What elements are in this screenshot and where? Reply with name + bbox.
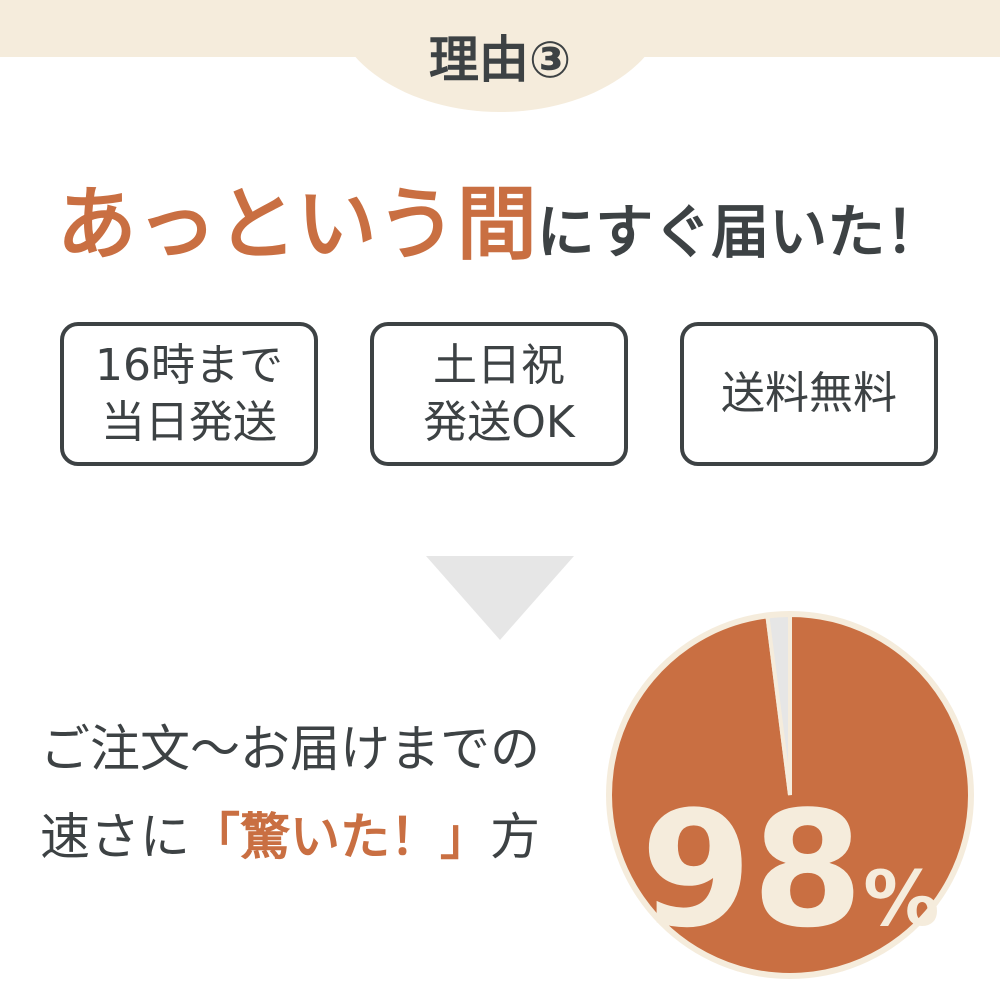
headline-rest: にすぐ届いた！	[536, 198, 944, 266]
message-accent: 「驚いた！」	[190, 808, 490, 866]
pie-label-number: 98	[641, 776, 864, 963]
feature-line: 16時まで	[95, 339, 283, 391]
feature-line: 当日発送	[101, 397, 277, 448]
message-post: 方	[490, 808, 540, 866]
pie-label-unit: %	[863, 854, 939, 943]
feature-line: 送料無料	[721, 368, 897, 420]
pie-chart: 98%	[606, 611, 974, 979]
message-line2: 速さに「驚いた！」方	[40, 793, 540, 881]
headline-accent: あっという間	[56, 178, 537, 271]
down-arrow-icon	[426, 556, 574, 640]
pie-slice-rest	[765, 612, 792, 796]
feature-weekend: 土日祝 発送OK	[370, 322, 628, 466]
feature-line: 発送OK	[423, 397, 575, 448]
reason-title: 理由③	[428, 31, 572, 89]
feature-same-day: 16時まで 当日発送	[60, 322, 318, 466]
message-line1: ご注文〜お届けまでの	[40, 720, 540, 778]
message-pre: 速さに	[40, 808, 190, 866]
feature-free-shipping: 送料無料	[680, 322, 938, 466]
feature-line: 土日祝	[433, 339, 565, 391]
pie-label: 98%	[641, 776, 940, 963]
headline: あっという間にすぐ届いた！	[0, 160, 1000, 276]
message: ご注文〜お届けまでの 速さに「驚いた！」方	[40, 705, 540, 881]
